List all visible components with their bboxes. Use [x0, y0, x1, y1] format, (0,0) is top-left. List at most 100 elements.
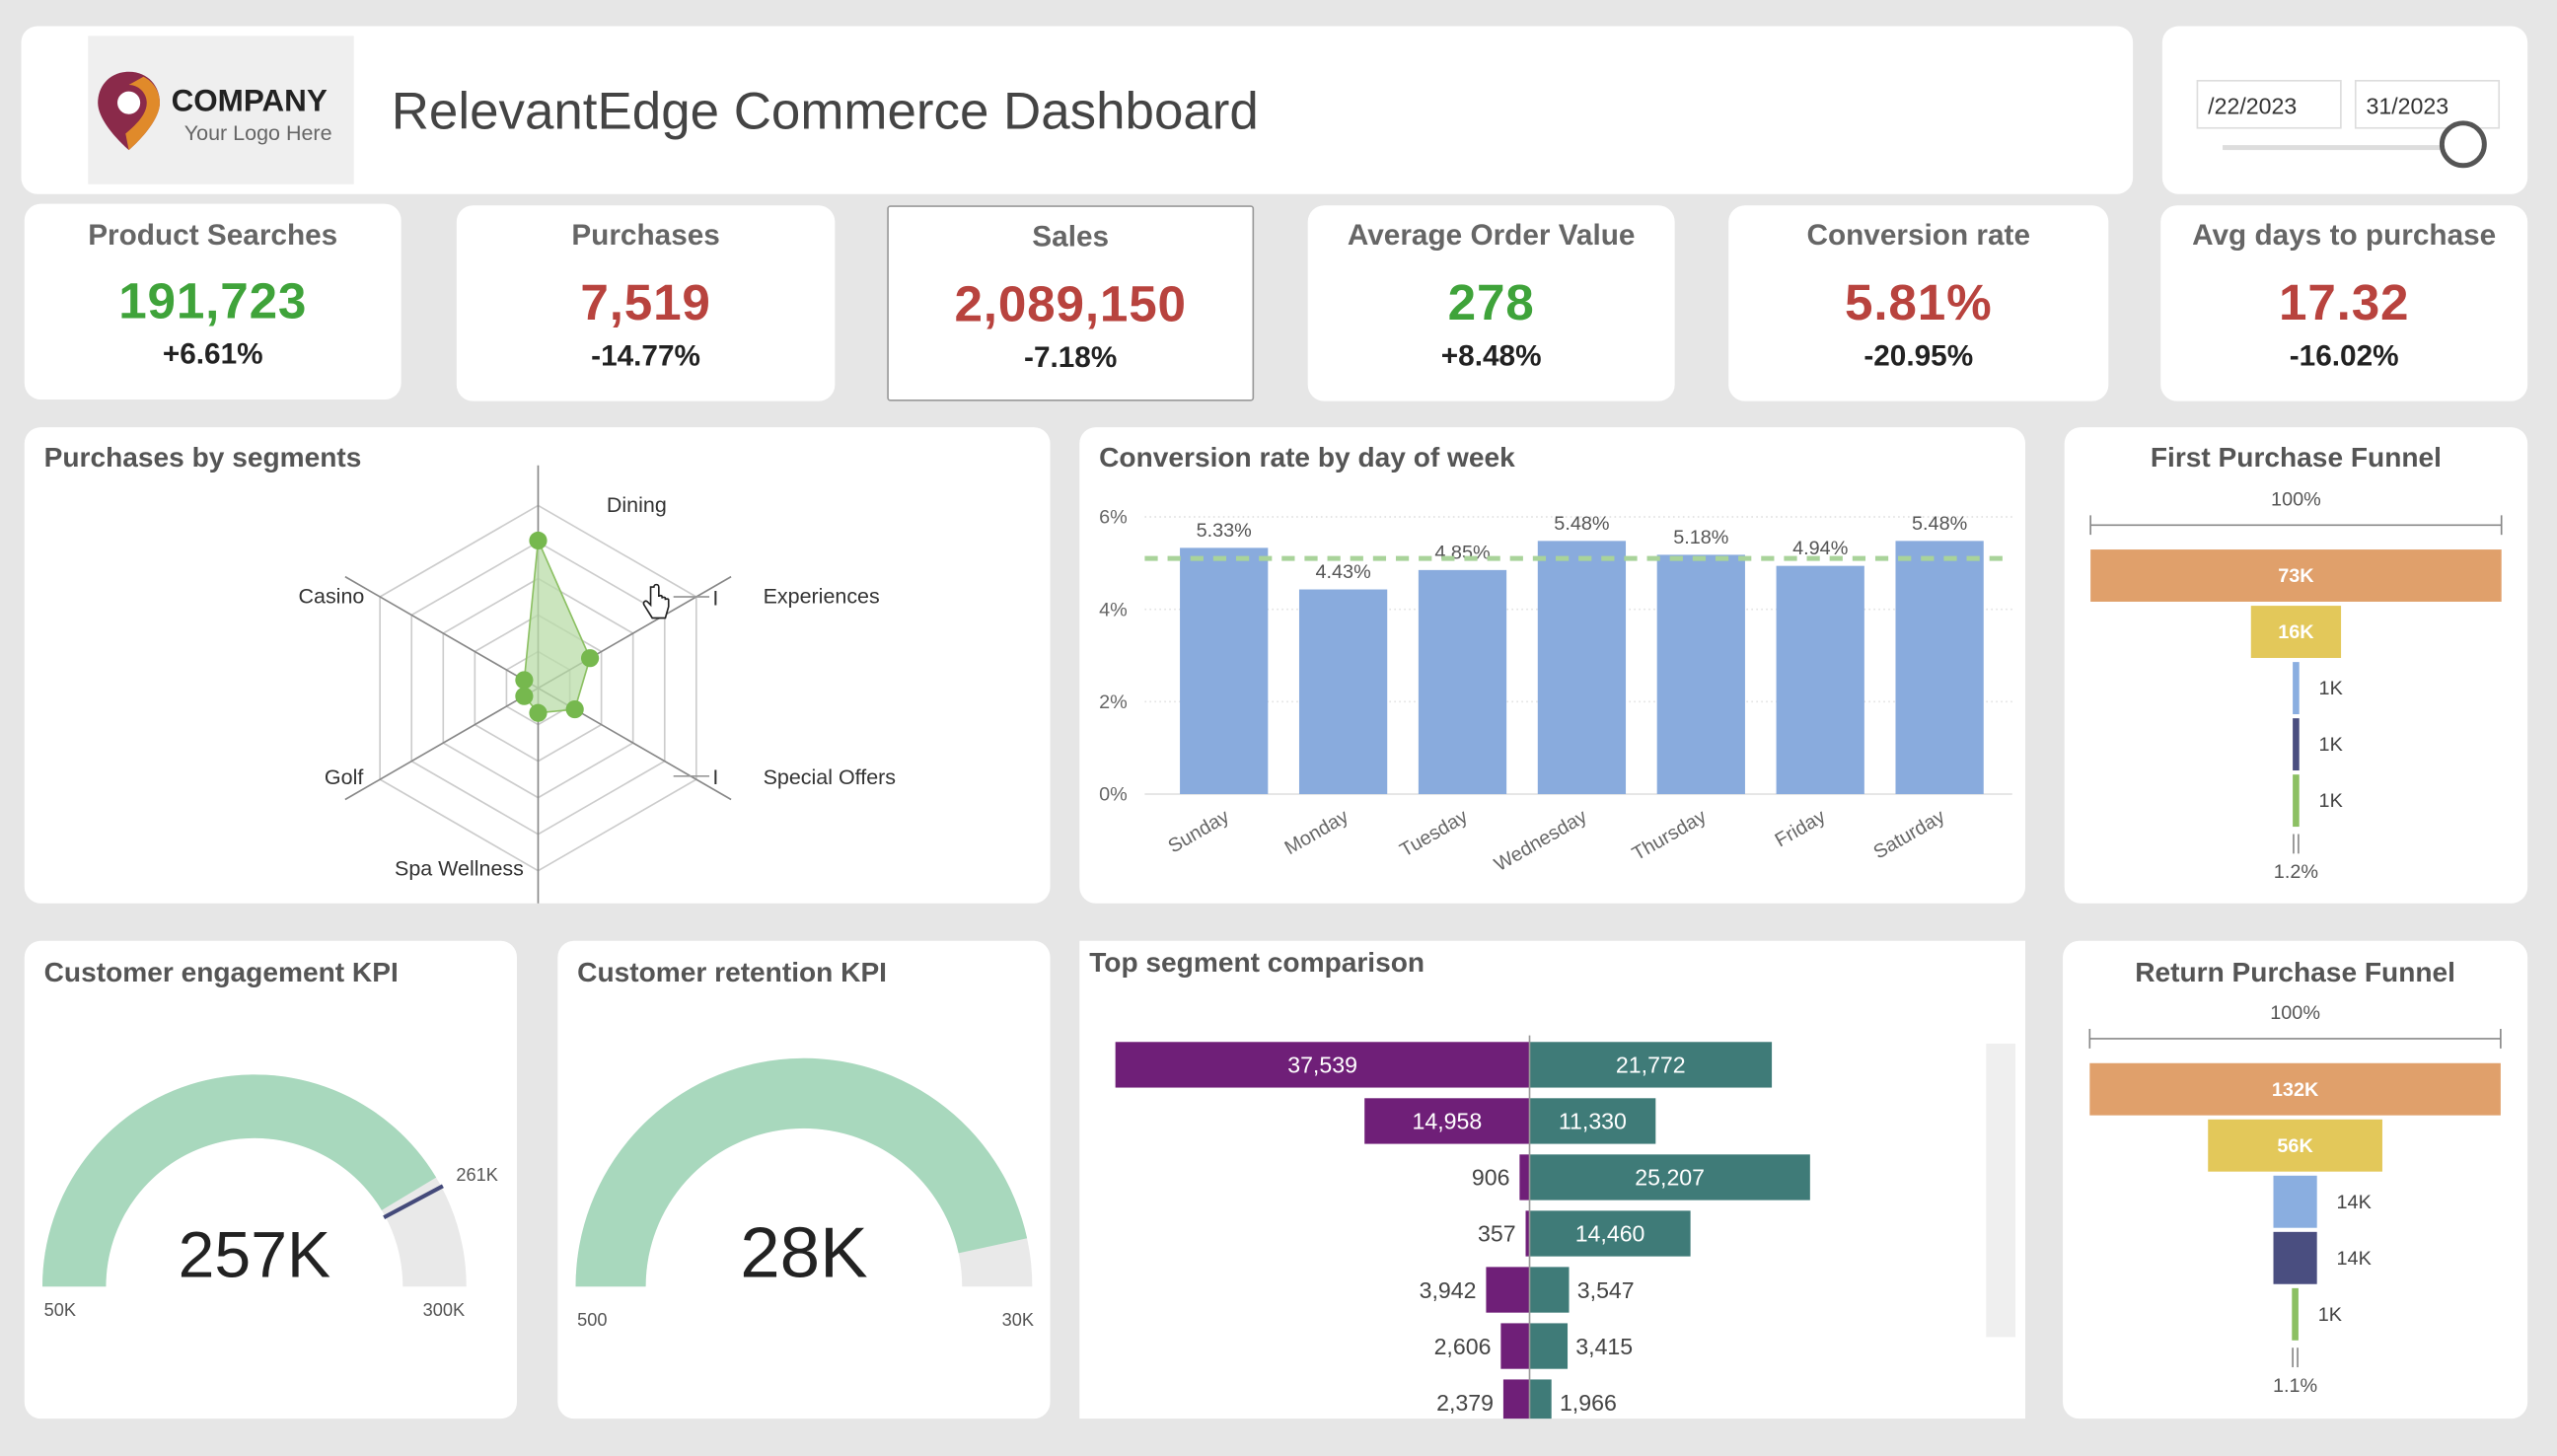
kpi-card-average-order-value[interactable]: Average Order Value 278 +8.48% — [1307, 205, 1675, 401]
kpi-card-conversion-rate[interactable]: Conversion rate 5.81% -20.95% — [1728, 205, 2109, 401]
engagement-gauge[interactable]: 261K 257K 50K 300K — [25, 941, 517, 1419]
x-tick-label: Wednesday — [1491, 806, 1590, 876]
radar-point[interactable] — [529, 531, 548, 550]
right-bar[interactable] — [1529, 1379, 1552, 1420]
panel-title: Customer retention KPI — [577, 957, 887, 988]
left-bar[interactable] — [1364, 1098, 1530, 1144]
right-bar[interactable] — [1529, 1154, 1810, 1201]
page-title: RelevantEdge Commerce Dashboard — [391, 81, 1259, 141]
radar-label-special-offers: Special Offers — [764, 765, 896, 789]
radar-point[interactable] — [565, 699, 584, 719]
radar-point[interactable] — [515, 671, 534, 690]
bar-value-label: 5.33% — [1197, 520, 1252, 542]
right-bar[interactable] — [1529, 1267, 1570, 1313]
vertical-scrollbar[interactable] — [1986, 1043, 2016, 1338]
left-bar[interactable] — [1115, 1042, 1530, 1088]
right-bar[interactable] — [1529, 1098, 1656, 1144]
radar-axis — [344, 575, 539, 690]
funnel-stage[interactable] — [2292, 1287, 2299, 1341]
panel-title: Top segment comparison — [1089, 947, 1425, 979]
end-date-input[interactable]: 31/2023 — [2354, 79, 2501, 129]
kpi-name: Avg days to purchase — [2192, 218, 2497, 252]
customer-retention-card: Customer retention KPI 28K 500 30K — [557, 940, 1051, 1420]
panel-title: Return Purchase Funnel — [2135, 957, 2455, 988]
left-bar-label: 14,958 — [1412, 1109, 1482, 1134]
bar-value-label: 5.48% — [1912, 513, 1967, 535]
purchases-by-segments-card: Purchases by segments Dining Experiences… — [24, 427, 1051, 904]
segment-comparison-chart[interactable]: 37,539 14,958 906 357 3,942 2,606 2,379 21,772 1… — [1079, 941, 2025, 1420]
radar-axis — [344, 687, 539, 801]
funnel-stage[interactable] — [2293, 718, 2300, 771]
hand-cursor-icon — [642, 583, 670, 619]
bar[interactable] — [1895, 541, 1984, 795]
start-date-input[interactable]: /22/2023 — [2196, 79, 2342, 129]
kpi-card-avg-days-to-purchase[interactable]: Avg days to purchase 17.32 -16.02% — [2160, 205, 2528, 401]
logo: COMPANY Your Logo Here — [88, 36, 354, 184]
right-bar-label: 3,415 — [1575, 1334, 1633, 1359]
kpi-delta: -16.02% — [2289, 338, 2399, 372]
bar[interactable] — [1418, 569, 1507, 795]
right-bar[interactable] — [1529, 1323, 1569, 1369]
kpi-name: Average Order Value — [1347, 218, 1636, 252]
right-bar-label: 11,330 — [1559, 1109, 1627, 1134]
left-bar[interactable] — [1519, 1154, 1530, 1201]
bar[interactable] — [1656, 554, 1745, 795]
y-tick-label: 6% — [1099, 507, 1128, 529]
right-bar-label: 14,460 — [1575, 1221, 1645, 1247]
gauge-value: 257K — [179, 1218, 330, 1291]
return-purchase-funnel-card: Return Purchase Funnel 100% 132K 56K 14K 14K… — [2063, 940, 2528, 1420]
radar-label-spa-wellness: Spa Wellness — [395, 857, 524, 881]
top-segment-comparison-card: Top segment comparison 37,539 14,958 906 35… — [1079, 940, 2026, 1420]
right-bar[interactable] — [1529, 1210, 1691, 1257]
radar-point[interactable] — [529, 703, 548, 722]
right-bar[interactable] — [1529, 1042, 1773, 1088]
funnel-stage[interactable] — [2090, 549, 2502, 602]
date-slider-track[interactable] — [2223, 145, 2467, 151]
gauge-target-marker — [383, 1184, 444, 1220]
funnel-stage[interactable] — [2293, 774, 2300, 828]
kpi-card-sales[interactable]: Sales 2,089,150 -7.18% — [887, 205, 1255, 401]
gauge-value: 28K — [740, 1212, 867, 1292]
kpi-card-purchases[interactable]: Purchases 7,519 -14.77% — [456, 205, 836, 401]
funnel-stage-label: 1K — [2319, 790, 2343, 812]
bar[interactable] — [1776, 565, 1864, 795]
radar-chart[interactable]: Dining Experiences Special Offers Spa We… — [25, 427, 1051, 904]
x-tick-label: Sunday — [1165, 806, 1233, 858]
radar-label-casino: Casino — [298, 585, 364, 609]
left-bar[interactable] — [1525, 1210, 1530, 1257]
kpi-delta: -7.18% — [1024, 340, 1118, 374]
funnel-stage[interactable] — [2293, 662, 2300, 715]
funnel-stage[interactable] — [2250, 606, 2342, 658]
left-bar[interactable] — [1502, 1379, 1530, 1420]
bar[interactable] — [1537, 541, 1627, 795]
funnel-stage[interactable] — [2089, 1062, 2501, 1116]
y-tick-label: 0% — [1099, 784, 1128, 806]
retention-gauge[interactable]: 28K 500 30K — [557, 941, 1050, 1419]
kpi-name: Sales — [1032, 220, 1110, 254]
conversion-bar-chart[interactable]: 0%2%4%6%5.33%Sunday4.43%Monday4.85%Tuesd… — [1079, 427, 2025, 904]
date-slider-handle[interactable] — [2439, 120, 2487, 169]
left-bar[interactable] — [1486, 1267, 1530, 1313]
x-tick-label: Friday — [1772, 806, 1830, 852]
funnel-stage[interactable] — [2208, 1119, 2382, 1172]
funnel-stage-label: 1K — [2319, 678, 2343, 699]
kpi-card-product-searches[interactable]: Product Searches 191,723 +6.61% — [24, 203, 402, 400]
funnel-stage[interactable] — [2273, 1231, 2317, 1284]
left-bar-label: 906 — [1472, 1165, 1510, 1191]
radar-point[interactable] — [515, 687, 534, 705]
bar-value-label: 4.43% — [1315, 561, 1370, 583]
return-purchase-funnel-chart[interactable]: 100% 132K 56K 14K 14K 1K 1.1% — [2063, 941, 2527, 1419]
bar[interactable] — [1298, 589, 1388, 795]
left-bar[interactable] — [1500, 1323, 1530, 1369]
kpi-delta: -14.77% — [591, 338, 700, 372]
logo-tagline: Your Logo Here — [183, 120, 332, 146]
left-bar-label: 37,539 — [1287, 1053, 1357, 1078]
bar-value-label: 5.18% — [1673, 527, 1728, 548]
bar[interactable] — [1180, 547, 1269, 795]
radar-label-experiences: Experiences — [764, 585, 880, 609]
radar-tick-label: I — [712, 765, 718, 789]
kpi-delta: +6.61% — [162, 337, 263, 371]
first-purchase-funnel-chart[interactable]: 100% 73K 16K 1K 1K 1K 1.2% — [2065, 427, 2527, 904]
radar-point[interactable] — [580, 649, 600, 668]
funnel-stage[interactable] — [2273, 1175, 2317, 1228]
